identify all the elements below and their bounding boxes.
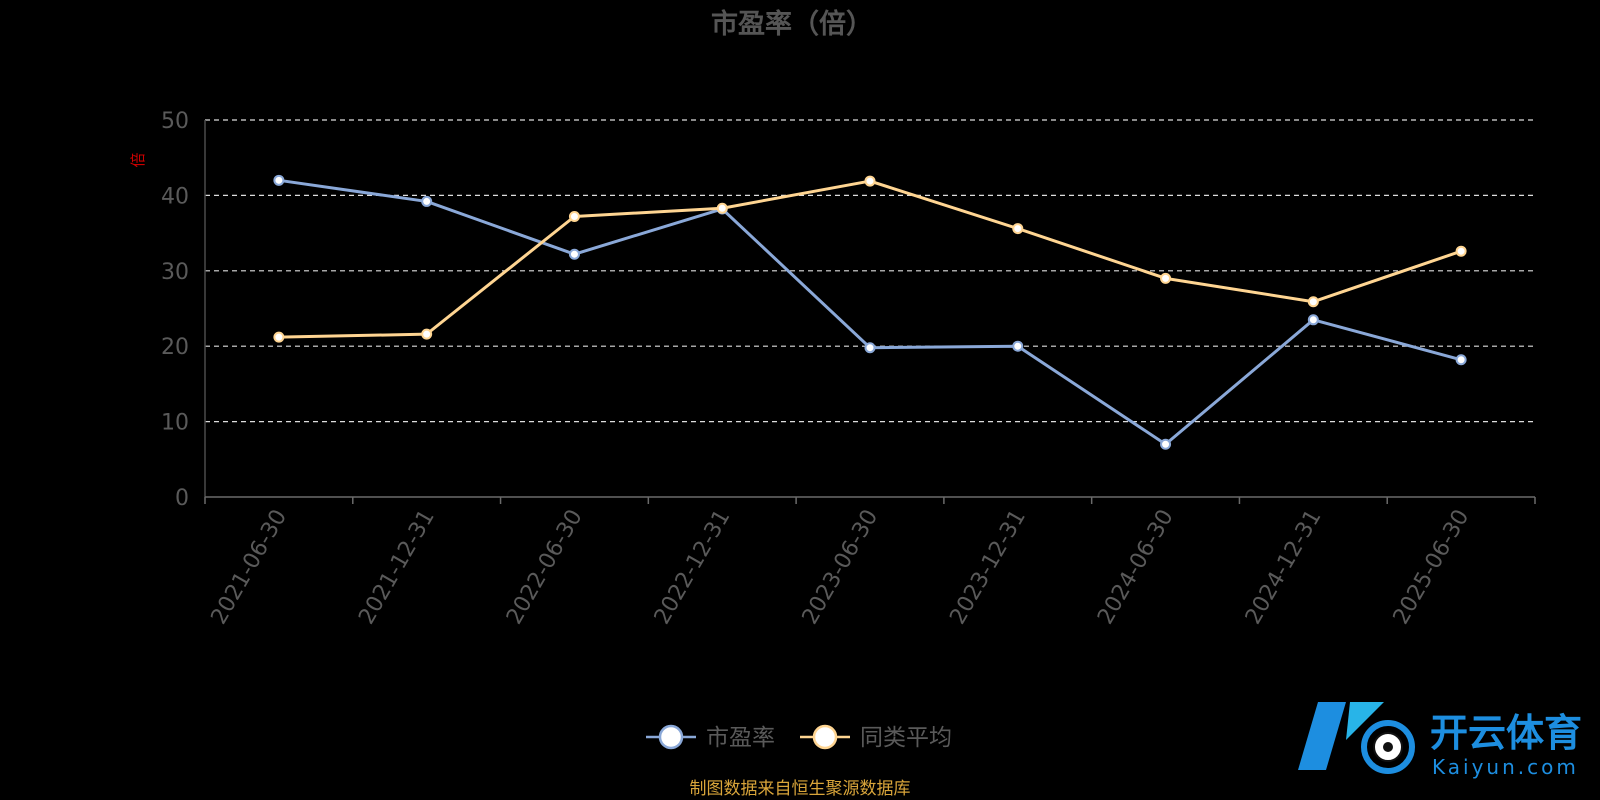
series-0-point[interactable] — [273, 174, 285, 186]
series-1-point[interactable] — [1160, 272, 1172, 284]
x-tick-label: 2022-12-31 — [650, 506, 736, 629]
kaiyun-logo-icon — [1298, 702, 1415, 774]
legend-label: 市盈率 — [706, 725, 775, 751]
series-1-point[interactable] — [421, 328, 433, 340]
series-line-1 — [278, 179, 1462, 339]
series-0-point[interactable] — [568, 248, 580, 260]
y-tick-label: 10 — [161, 411, 189, 436]
legend-item-1[interactable]: 同类平均 — [800, 724, 952, 751]
watermark-domain: Kaiyun.com — [1432, 755, 1579, 779]
series-1-point[interactable] — [864, 175, 876, 187]
legend-marker-icon — [658, 724, 684, 750]
series-0-point[interactable] — [1307, 314, 1319, 326]
x-tick-label: 2024-12-31 — [1241, 506, 1327, 629]
x-tick-label: 2023-06-30 — [798, 506, 884, 629]
x-tick-label: 2025-06-30 — [1389, 506, 1475, 629]
y-tick-label: 50 — [161, 109, 189, 134]
legend[interactable]: 市盈率 同类平均 — [646, 724, 952, 751]
series-0-point[interactable] — [1160, 438, 1172, 450]
x-tick-label: 2021-12-31 — [354, 505, 440, 628]
legend-marker-icon — [812, 724, 838, 750]
x-tick-label: 2024-06-30 — [1093, 506, 1179, 629]
legend-label: 同类平均 — [860, 725, 952, 751]
y-axis-unit: 倍 — [129, 152, 147, 167]
y-tick-label: 40 — [161, 184, 189, 209]
series-0-point[interactable] — [1455, 354, 1467, 366]
series-1-point[interactable] — [1012, 223, 1024, 235]
series-1-point[interactable] — [273, 331, 285, 343]
x-tick-label: 2021-06-30 — [207, 506, 293, 629]
series-0-point[interactable] — [1012, 340, 1024, 352]
axes: 0 10 20 30 40 50 2021-06-30 2021-12-31 2022-06-3… — [161, 109, 1536, 629]
grid-lines — [205, 119, 1535, 423]
series-1-point[interactable] — [1455, 245, 1467, 257]
y-tick-label: 0 — [175, 486, 189, 511]
x-tick-label: 2023-12-31 — [945, 506, 1031, 629]
series-1-point[interactable] — [1307, 296, 1319, 308]
y-tick-label: 30 — [161, 260, 189, 285]
chart-title: 市盈率（倍） — [711, 8, 873, 40]
series-group — [273, 174, 1467, 450]
legend-item-0[interactable]: 市盈率 — [646, 724, 775, 751]
series-0-point[interactable] — [864, 342, 876, 354]
series-1-point[interactable] — [568, 211, 580, 223]
series-0-point[interactable] — [421, 195, 433, 207]
watermark-name: 开云体育 — [1430, 711, 1582, 755]
data-source-note: 制图数据来自恒生聚源数据库 — [690, 779, 911, 799]
kaiyun-watermark: 开云体育 Kaiyun.com — [1298, 702, 1582, 779]
x-tick-label: 2022-06-30 — [502, 506, 588, 629]
series-1-point[interactable] — [716, 202, 728, 214]
y-tick-label: 20 — [161, 335, 189, 360]
